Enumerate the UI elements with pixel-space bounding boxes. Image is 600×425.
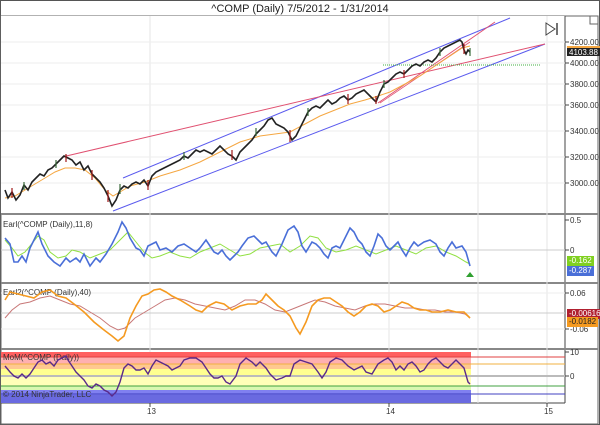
- earl-panel-label: Earl(^COMP (Daily),11,8): [3, 220, 93, 229]
- mom-line: [4, 355, 471, 397]
- earl-tick-0: 0: [570, 246, 575, 255]
- candle-accents: [11, 44, 465, 202]
- candle-accents-up: [23, 48, 471, 194]
- price-tick-3800: 3800.00: [570, 80, 599, 89]
- earl2-tag-orange: -0.0182: [567, 317, 599, 327]
- earl2-tick-0.06: 0.06: [570, 289, 586, 298]
- x-tick-15: 15: [544, 407, 553, 416]
- price-tick-4200: 4200.00: [570, 38, 599, 47]
- earl2-tag-red: -0.00616: [567, 309, 600, 319]
- price-tick-3600: 3600.00: [570, 101, 599, 110]
- mom-tick-0: 0: [570, 372, 575, 381]
- mom-tick-10: 10: [570, 348, 579, 357]
- mom-bands: [1, 352, 471, 403]
- sma-line: [4, 45, 471, 199]
- earl-tag-green: -0.162: [567, 256, 594, 266]
- price-tick-3200: 3200.00: [570, 153, 599, 162]
- signal-arrow-up-icon: [466, 272, 474, 277]
- price-tick-3000: 3000.00: [570, 179, 599, 188]
- x-tick-14: 14: [386, 407, 395, 416]
- chart-title: ^COMP (Daily) 7/5/2012 - 1/31/2014: [211, 3, 389, 15]
- earl2-fast-line: [4, 288, 471, 343]
- earl-fast-line: [4, 220, 471, 268]
- price-tick-4000: 4000.00: [570, 59, 599, 68]
- earl-tick-0.5: 0.5: [570, 216, 582, 225]
- mom-level-lines: [1, 356, 565, 395]
- mom-panel-label: MoM(^COMP (Daily)): [3, 353, 79, 362]
- x-tick-13: 13: [147, 407, 156, 416]
- price-bars: [4, 39, 471, 208]
- earl2-panel-label: Earl2(^COMP (Daily),40): [3, 288, 91, 297]
- price-tick-3400: 3400.00: [570, 127, 599, 136]
- regression-channel[interactable]: [112, 17, 546, 212]
- earl-tag-blue: -0.287: [567, 266, 594, 276]
- scroll-to-end-icon[interactable]: [545, 22, 558, 36]
- earl2-tick-neg0.06: -0.06: [570, 325, 589, 334]
- price-tag: 4103.88: [567, 46, 600, 57]
- copyright-text: © 2014 NinjaTrader, LLC: [3, 390, 92, 399]
- panel-corner-button[interactable]: [589, 15, 599, 25]
